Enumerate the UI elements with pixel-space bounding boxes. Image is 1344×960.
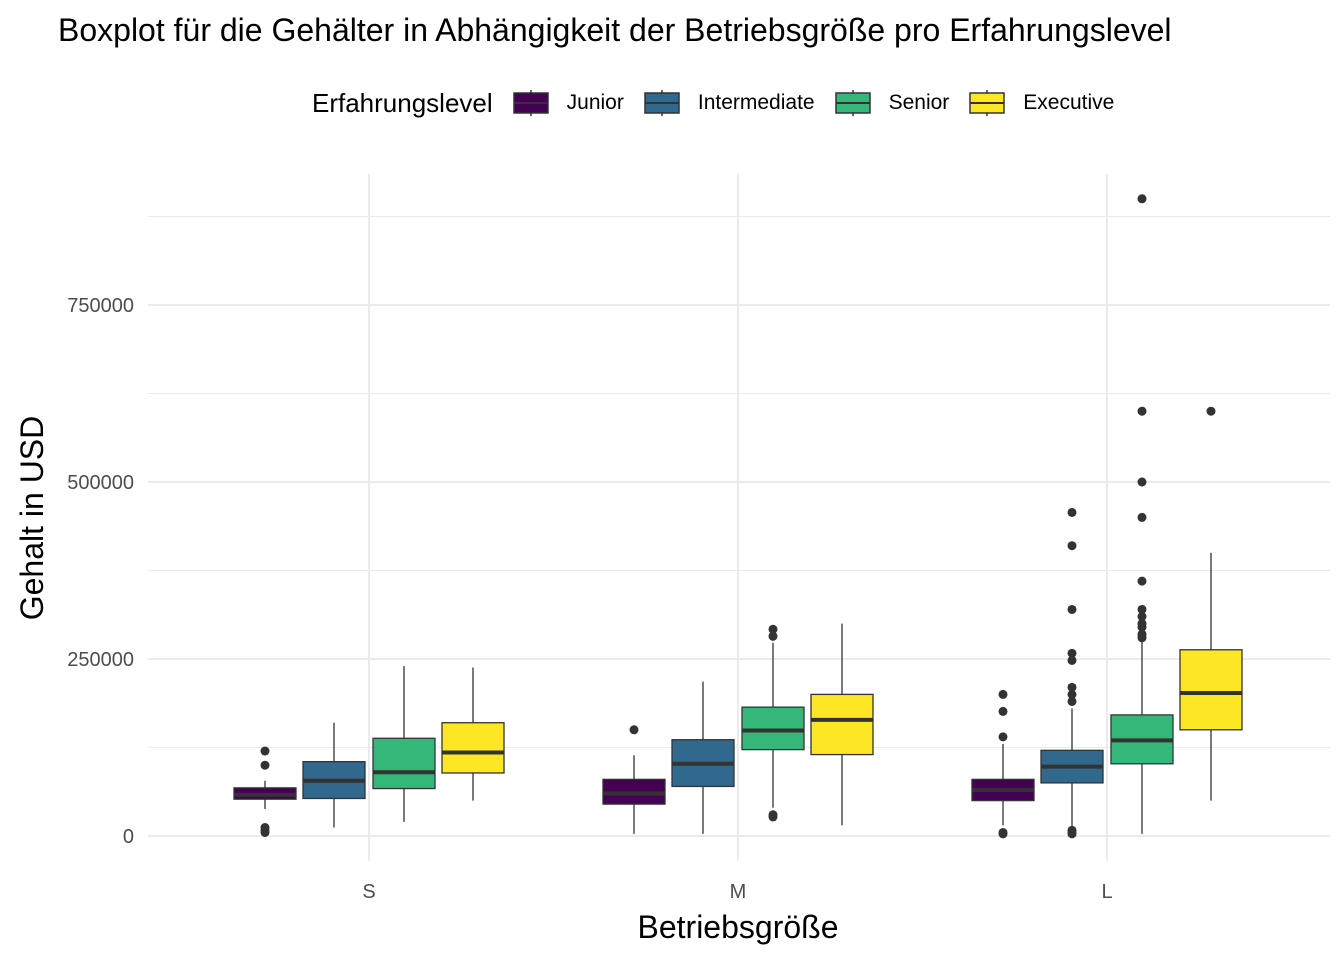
- legend-key-senior: [834, 90, 871, 116]
- outlier-point: [998, 732, 1008, 742]
- outlier-point: [1137, 194, 1147, 204]
- outlier-point: [1067, 825, 1077, 835]
- outlier-point: [260, 827, 270, 837]
- outlier-point: [260, 823, 270, 833]
- box-iqr: [810, 693, 874, 756]
- x-tick-label: L: [1101, 881, 1112, 903]
- outlier-point: [768, 631, 778, 641]
- legend-label-junior: Junior: [566, 91, 624, 114]
- box-iqr: [1179, 649, 1243, 731]
- legend: Erfahrungslevel Junior Intermediate Seni…: [312, 86, 1134, 120]
- box-executive-s: [441, 667, 505, 801]
- outlier-point: [768, 812, 778, 822]
- box-senior-l: [1110, 194, 1174, 834]
- box-iqr: [1110, 714, 1174, 765]
- outlier-point: [1137, 612, 1147, 622]
- outlier-point: [768, 624, 778, 634]
- outlier-point: [768, 810, 778, 820]
- y-tick-label: 0: [123, 826, 134, 848]
- box-junior-m: [602, 725, 666, 834]
- outlier-point: [1137, 629, 1147, 639]
- outlier-point: [1067, 507, 1077, 517]
- legend-title: Erfahrungslevel: [312, 87, 493, 118]
- y-tick-label: 500000: [67, 472, 134, 494]
- outlier-point: [1137, 477, 1147, 487]
- y-tick-label: 750000: [67, 295, 134, 317]
- box-senior-m: [741, 624, 805, 822]
- x-tick-label: M: [730, 881, 747, 903]
- y-axis-ticks: 0 250000 500000 750000: [67, 295, 134, 848]
- box-iqr: [233, 787, 297, 800]
- box-iqr: [372, 737, 436, 790]
- legend-key-intermediate: [644, 90, 680, 116]
- box-intermediate-m: [671, 681, 735, 834]
- y-axis-title: Gehalt in USD: [14, 416, 50, 621]
- outlier-point: [1067, 689, 1077, 699]
- outlier-point: [260, 746, 270, 756]
- outlier-point: [998, 829, 1008, 839]
- outlier-point: [1067, 655, 1077, 665]
- outlier-point: [1067, 682, 1077, 692]
- box-intermediate-l: [1040, 507, 1104, 839]
- outlier-point: [629, 725, 639, 735]
- outlier-point: [1137, 406, 1147, 416]
- box-junior-l: [971, 689, 1035, 839]
- legend-key-junior: [512, 90, 549, 116]
- grid-lines: [148, 174, 1330, 861]
- outlier-point: [1137, 604, 1147, 614]
- box-executive-m: [810, 623, 874, 826]
- outlier-point: [1067, 696, 1077, 706]
- outlier-point: [260, 825, 270, 835]
- outlier-point: [1137, 622, 1147, 632]
- legend-key-executive: [969, 90, 1006, 116]
- box-junior-s: [233, 746, 297, 837]
- outlier-point: [1067, 541, 1077, 551]
- legend-item-senior: Senior: [834, 90, 950, 116]
- legend-label-intermediate: Intermediate: [697, 91, 815, 114]
- box-iqr: [441, 722, 505, 774]
- outlier-point: [1137, 512, 1147, 522]
- outlier-point: [1137, 619, 1147, 629]
- boxes-layer: [233, 194, 1243, 839]
- outlier-point: [1067, 829, 1077, 839]
- outlier-point: [998, 706, 1008, 716]
- outlier-point: [998, 689, 1008, 699]
- outlier-point: [1067, 648, 1077, 658]
- outlier-point: [998, 827, 1008, 837]
- chart-title: Boxplot für die Gehälter in Abhängigkeit…: [58, 12, 1172, 48]
- legend-item-executive: Executive: [969, 90, 1114, 116]
- box-iqr: [1040, 749, 1104, 784]
- outlier-point: [1137, 576, 1147, 586]
- box-iqr: [302, 761, 366, 800]
- x-tick-label: S: [362, 881, 375, 903]
- outlier-point: [1206, 406, 1216, 416]
- y-tick-label: 250000: [67, 649, 134, 671]
- x-axis-title: Betriebsgröße: [638, 909, 839, 945]
- outlier-point: [1067, 604, 1077, 614]
- legend-label-executive: Executive: [1023, 91, 1115, 114]
- outlier-point: [1067, 827, 1077, 837]
- legend-item-intermediate: Intermediate: [644, 90, 815, 116]
- legend-label-senior: Senior: [888, 91, 950, 114]
- box-intermediate-s: [302, 722, 366, 828]
- box-iqr: [741, 706, 805, 751]
- outlier-point: [1137, 633, 1147, 643]
- outlier-point: [260, 760, 270, 770]
- box-senior-s: [372, 666, 436, 822]
- box-iqr: [671, 739, 735, 788]
- legend-item-junior: Junior: [512, 90, 624, 116]
- box-iqr: [602, 778, 666, 805]
- box-executive-l: [1179, 406, 1243, 801]
- box-iqr: [971, 778, 1035, 802]
